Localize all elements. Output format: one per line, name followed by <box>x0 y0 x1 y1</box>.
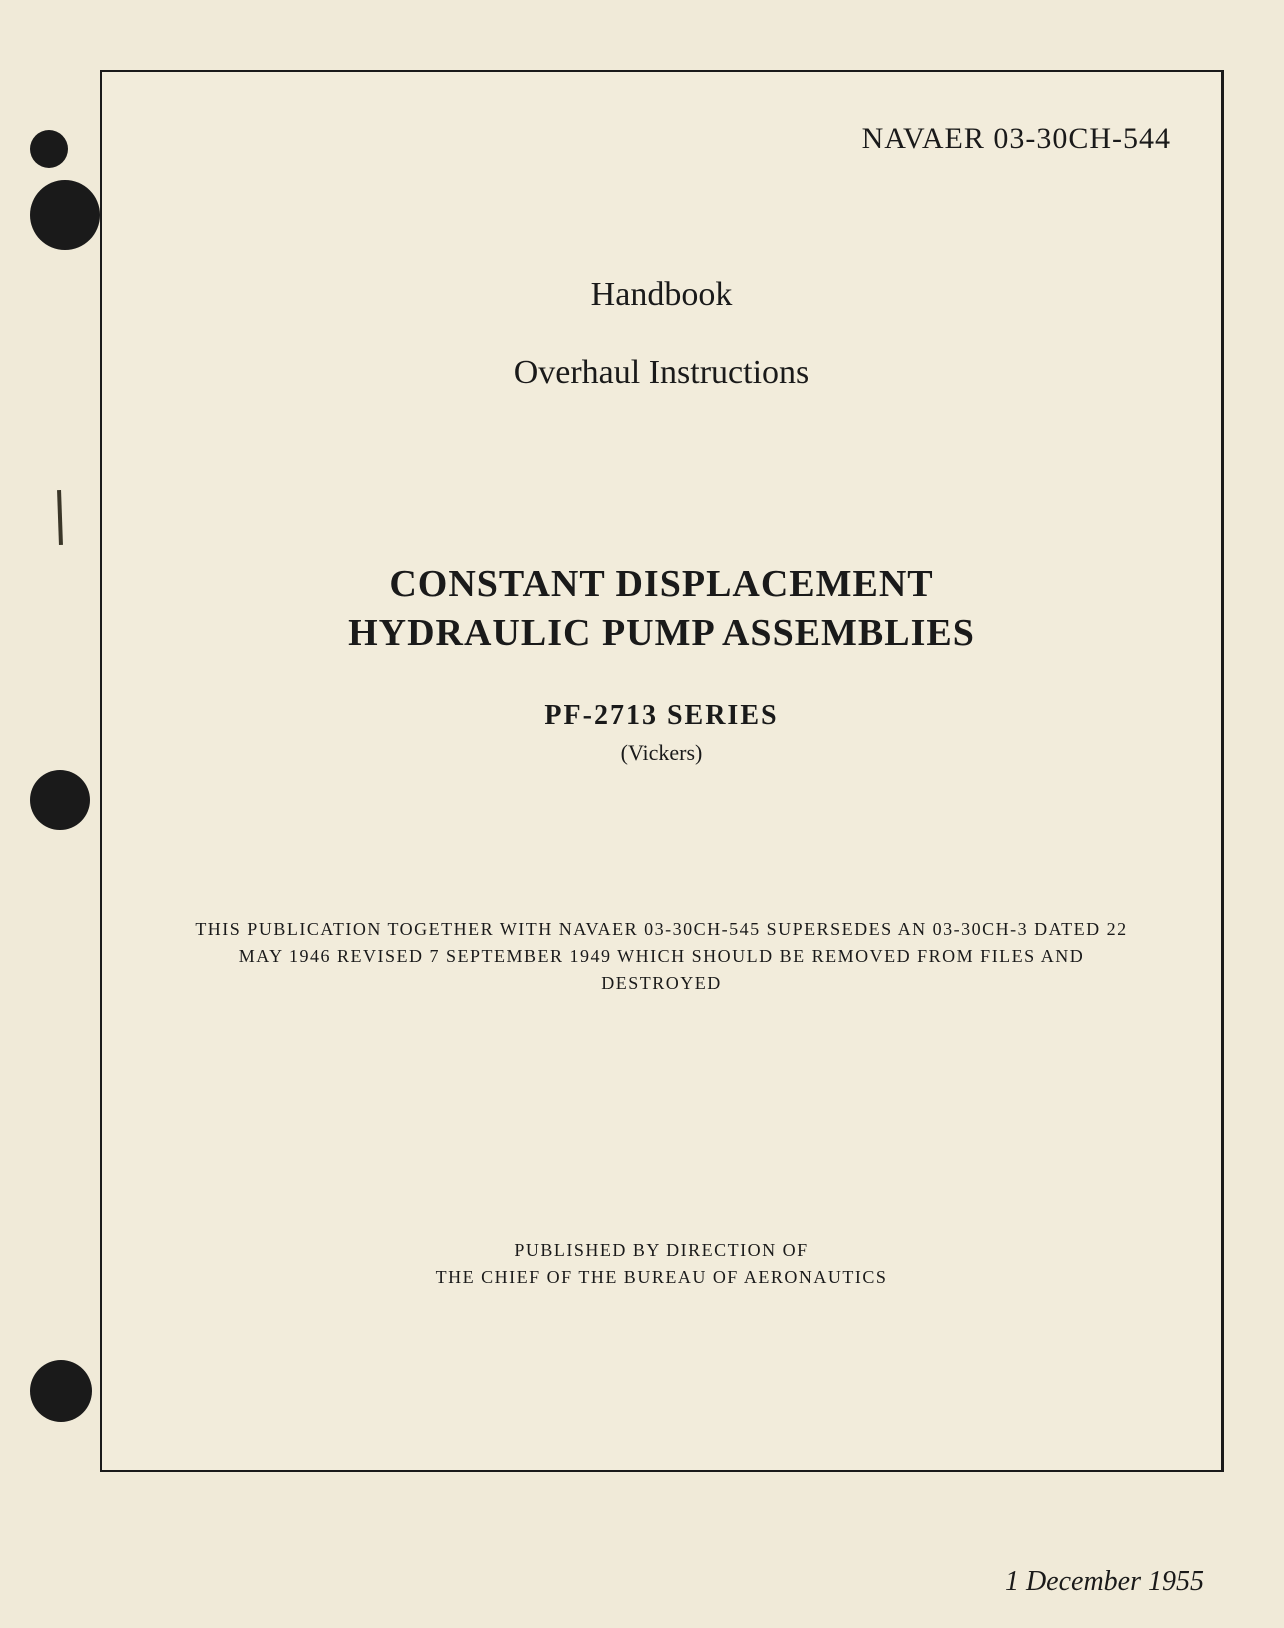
content-frame: NAVAER 03-30CH-544 Handbook Overhaul Ins… <box>100 70 1224 1472</box>
instructions-label: Overhaul Instructions <box>152 354 1171 392</box>
manufacturer-label: (Vickers) <box>152 740 1171 766</box>
handbook-label: Handbook <box>152 276 1171 314</box>
document-page: NAVAER 03-30CH-544 Handbook Overhaul Ins… <box>0 0 1284 1628</box>
punch-hole-icon <box>30 770 90 830</box>
published-line-1: PUBLISHED BY DIRECTION OF <box>152 1237 1171 1264</box>
published-line-2: THE CHIEF OF THE BUREAU OF AERONAUTICS <box>152 1264 1171 1291</box>
published-by: PUBLISHED BY DIRECTION OF THE CHIEF OF T… <box>152 1237 1171 1291</box>
punch-hole-icon <box>30 130 68 168</box>
document-number: NAVAER 03-30CH-544 <box>152 122 1171 156</box>
main-title-line-1: CONSTANT DISPLACEMENT <box>152 562 1171 606</box>
staple-mark-icon <box>57 490 63 545</box>
punch-hole-icon <box>30 180 100 250</box>
punch-hole-icon <box>30 1360 92 1422</box>
main-title-line-2: HYDRAULIC PUMP ASSEMBLIES <box>152 611 1171 655</box>
series-number: PF-2713 SERIES <box>152 700 1171 732</box>
supersede-notice: THIS PUBLICATION TOGETHER WITH NAVAER 03… <box>152 916 1171 997</box>
publication-date: 1 December 1955 <box>1005 1566 1204 1598</box>
